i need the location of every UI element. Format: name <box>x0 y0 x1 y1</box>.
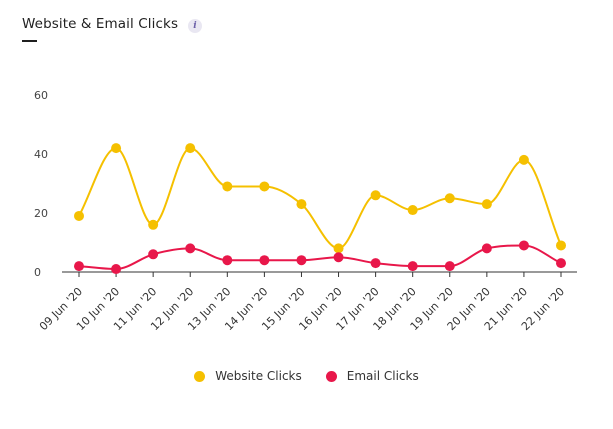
y-tick-label: 40 <box>34 148 48 161</box>
title-underline <box>22 40 37 42</box>
data-point-email-clicks[interactable] <box>407 261 418 272</box>
data-point-website-clicks[interactable] <box>518 154 529 165</box>
data-point-email-clicks[interactable] <box>111 264 122 275</box>
y-tick-label: 20 <box>34 207 48 220</box>
data-point-email-clicks[interactable] <box>481 243 492 254</box>
data-point-website-clicks[interactable] <box>259 181 270 192</box>
legend: Website Clicks Email Clicks <box>0 369 613 383</box>
data-point-email-clicks[interactable] <box>185 243 196 254</box>
y-tick-label: 0 <box>34 266 41 279</box>
data-point-email-clicks[interactable] <box>444 261 455 272</box>
y-axis: 0 20 40 60 <box>34 89 48 279</box>
data-point-website-clicks[interactable] <box>185 143 196 154</box>
legend-swatch-email-clicks <box>325 370 337 382</box>
legend-label-website-clicks: Website Clicks <box>215 369 302 383</box>
legend-swatch-website-clicks <box>194 370 206 382</box>
y-tick-label: 60 <box>34 89 48 102</box>
info-icon[interactable]: i <box>188 19 202 33</box>
data-point-website-clicks[interactable] <box>74 210 84 221</box>
data-point-email-clicks[interactable] <box>74 261 84 272</box>
legend-item-website-clicks[interactable]: Website Clicks <box>194 369 302 383</box>
chart-title: Website & Email Clicks <box>22 16 179 32</box>
data-point-website-clicks[interactable] <box>222 181 233 192</box>
data-point-email-clicks[interactable] <box>296 255 307 266</box>
data-point-email-clicks[interactable] <box>370 258 381 269</box>
data-point-email-clicks[interactable] <box>333 252 344 263</box>
legend-item-email-clicks[interactable]: Email Clicks <box>325 369 419 383</box>
data-point-website-clicks[interactable] <box>370 190 381 201</box>
legend-label-email-clicks: Email Clicks <box>346 369 419 383</box>
data-point-email-clicks[interactable] <box>518 240 529 251</box>
data-point-website-clicks[interactable] <box>148 219 159 230</box>
data-point-website-clicks[interactable] <box>556 240 566 251</box>
data-point-website-clicks[interactable] <box>407 205 418 216</box>
data-point-email-clicks[interactable] <box>148 249 159 260</box>
series-points <box>74 143 566 275</box>
data-point-website-clicks[interactable] <box>296 199 307 210</box>
series-line-website-clicks <box>78 147 562 250</box>
data-point-website-clicks[interactable] <box>481 199 492 210</box>
data-point-email-clicks[interactable] <box>222 255 233 266</box>
data-point-website-clicks[interactable] <box>444 193 455 204</box>
data-point-email-clicks[interactable] <box>556 258 566 269</box>
data-point-email-clicks[interactable] <box>259 255 270 266</box>
data-point-website-clicks[interactable] <box>111 143 122 154</box>
data-point-website-clicks[interactable] <box>333 243 344 254</box>
